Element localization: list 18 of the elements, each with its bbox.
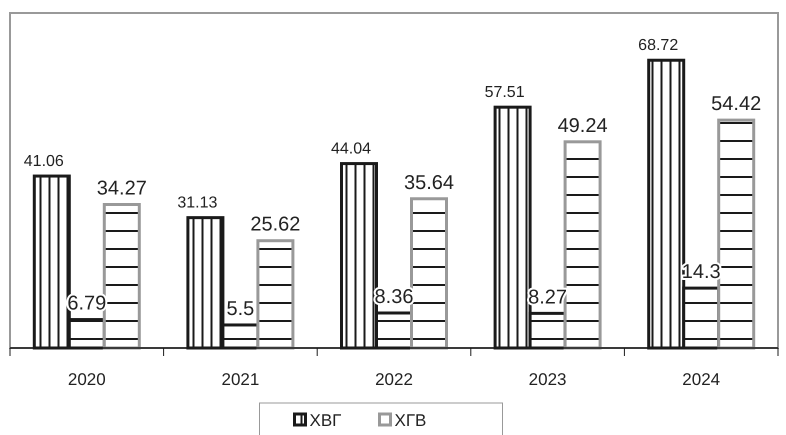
data-label: 25.62 [250,214,300,236]
data-label: 44.04 [330,140,372,158]
legend-label: ХГВ [394,411,426,430]
data-label: 35.64 [404,172,454,194]
x-tick-label: 2022 [375,370,413,389]
data-label: 31.13 [177,194,218,212]
x-tick-label: 2023 [528,370,567,389]
x-tick-label: 2024 [682,370,720,389]
x-tick-label: 2020 [68,370,106,389]
data-label: 68.72 [638,37,678,54]
data-label: 54.42 [711,93,762,116]
x-tick-label: 2021 [221,370,260,389]
data-label: 34.27 [96,177,147,200]
data-label: 49.24 [558,114,608,137]
legend-label: ХВГ [310,411,342,430]
data-label: 5.5 [226,298,254,320]
data-label: 41.06 [24,153,64,170]
data-label: 57.51 [484,84,525,102]
